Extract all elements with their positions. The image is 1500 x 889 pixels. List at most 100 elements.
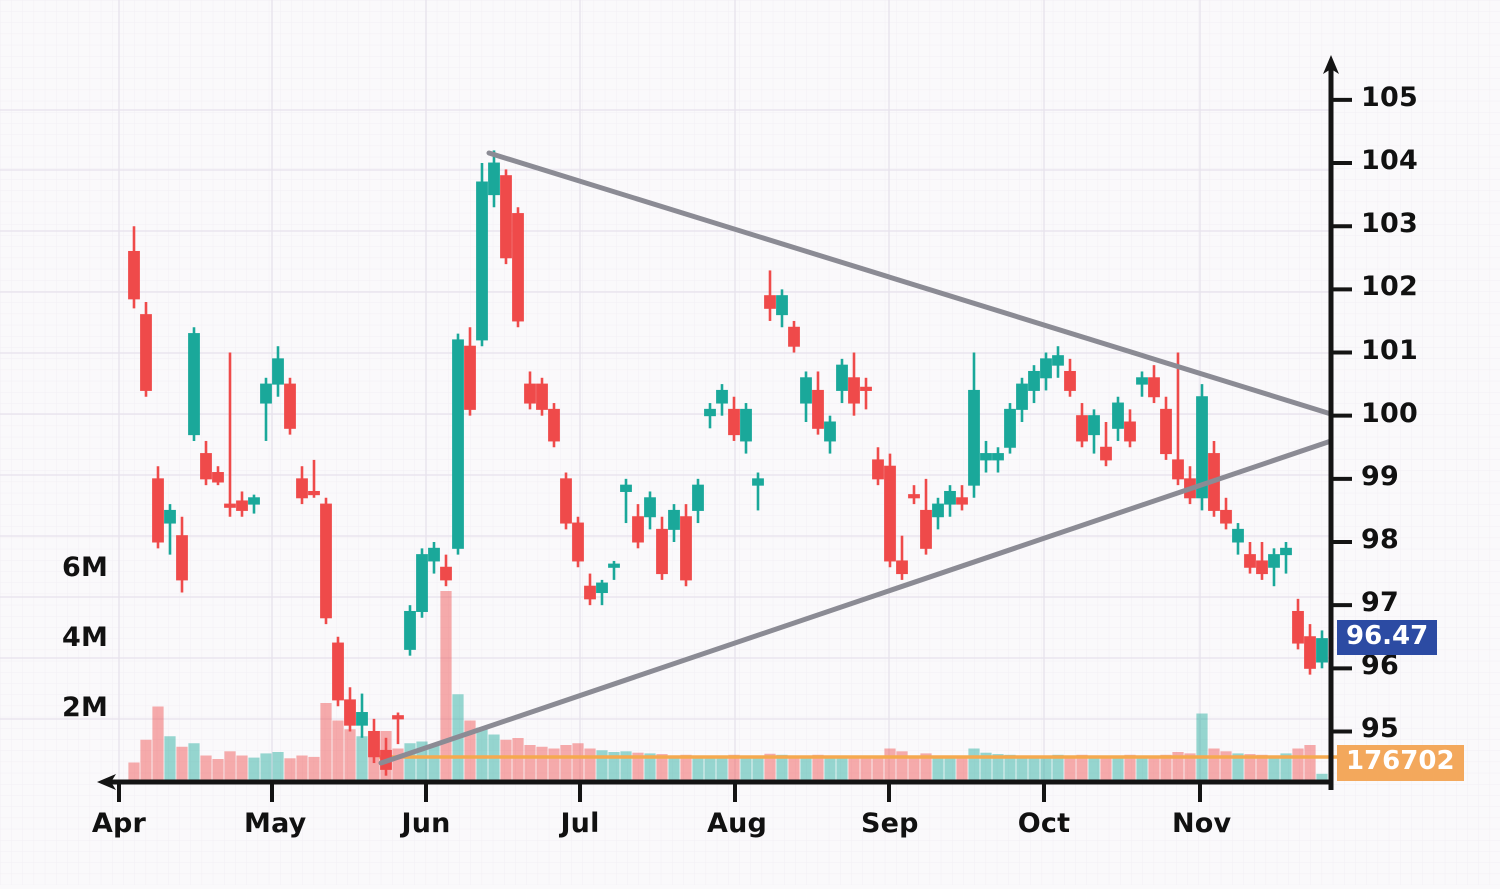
candle: [1052, 346, 1064, 378]
candle: [1220, 497, 1232, 530]
candle: [656, 516, 668, 580]
candle: [1100, 422, 1112, 467]
candle: [176, 516, 188, 593]
volume-bar: [332, 720, 344, 780]
volume-bar: [500, 739, 512, 780]
volume-bar: [944, 756, 956, 780]
price-tick-label: 99: [1361, 460, 1399, 492]
candle: [860, 377, 872, 410]
upper-trendline: [486, 150, 1334, 417]
volume-bar: [356, 736, 368, 780]
candle: [524, 371, 536, 410]
candle: [944, 485, 956, 517]
volume-bar: [1088, 755, 1100, 780]
volume-bar: [800, 755, 812, 780]
volume-bar: [968, 748, 980, 780]
candle-series: [128, 150, 1328, 776]
volume-bar: [416, 741, 428, 780]
candle: [776, 289, 788, 328]
price-tick-label: 97: [1361, 587, 1399, 619]
candle: [488, 150, 500, 208]
volume-bar: [824, 755, 836, 780]
volume-bar: [812, 754, 824, 780]
candle: [128, 226, 140, 309]
volume-bar: [236, 755, 248, 780]
volume-bar: [1184, 753, 1196, 780]
volume-bar: [440, 591, 452, 780]
volume-bar: [1256, 754, 1268, 780]
last-volume-badge[interactable]: 176702: [1337, 745, 1464, 781]
candle: [152, 466, 164, 549]
volume-bar: [152, 706, 164, 780]
trendline-group: [378, 150, 1334, 766]
volume-bar: [788, 755, 800, 780]
candle: [680, 504, 692, 587]
month-label: Apr: [91, 808, 147, 839]
volume-bar: [128, 762, 140, 780]
volume-bar: [1064, 755, 1076, 780]
month-label: May: [244, 808, 307, 839]
price-tick-label: 103: [1361, 208, 1418, 240]
volume-bar: [1136, 755, 1148, 780]
candle: [728, 396, 740, 441]
candle: [332, 636, 344, 707]
candle: [1244, 542, 1256, 574]
volume-bar: [1220, 751, 1232, 780]
candle: [968, 352, 980, 498]
volume-bar: [1292, 748, 1304, 780]
candle: [548, 403, 560, 448]
volume-bar: [512, 738, 524, 780]
month-label: Oct: [1017, 808, 1071, 839]
candle: [788, 320, 800, 353]
volume-bar: [1316, 773, 1328, 780]
volume-bar: [908, 755, 920, 780]
volume-bar: [164, 736, 176, 780]
volume-bar: [668, 755, 680, 780]
candle: [1016, 377, 1028, 422]
volume-bar: [284, 758, 296, 780]
candle: [464, 327, 476, 416]
candle: [668, 504, 680, 542]
candle: [716, 384, 728, 416]
candle: [1076, 403, 1088, 448]
candle: [1088, 409, 1100, 454]
candle: [344, 687, 356, 732]
volume-bar: [272, 752, 284, 780]
candle: [1268, 548, 1280, 587]
candle: [440, 554, 452, 587]
volume-bar: [860, 757, 872, 780]
candle: [500, 169, 512, 265]
candle: [956, 485, 968, 511]
volume-bar: [752, 755, 764, 780]
candle: [392, 712, 404, 745]
volume-bar: [1244, 754, 1256, 780]
candle: [1160, 396, 1172, 460]
volume-bar: [176, 746, 188, 780]
candle: [596, 579, 608, 606]
volume-bar: [1076, 754, 1088, 780]
candle: [428, 542, 440, 574]
candle: [1148, 365, 1160, 404]
volume-bar: [584, 748, 596, 780]
candle: [584, 573, 596, 606]
month-label: Sep: [861, 808, 919, 839]
candle: [260, 377, 272, 441]
volume-bar: [1124, 754, 1136, 780]
candle: [896, 535, 908, 580]
volume-bar: [524, 745, 536, 780]
candle: [824, 415, 836, 454]
candle: [272, 346, 284, 397]
candle: [1112, 396, 1124, 441]
volume-bar: [200, 755, 212, 780]
candle: [740, 403, 752, 454]
candle: [140, 302, 152, 397]
volume-bar: [1268, 755, 1280, 780]
candle: [848, 352, 860, 416]
candle: [1040, 352, 1052, 391]
last-price-badge[interactable]: 96.47: [1337, 619, 1438, 656]
volume-bar: [728, 754, 740, 780]
price-axis-arrow: [1323, 55, 1339, 74]
lower-trendline: [378, 438, 1334, 766]
price-tick-label: 101: [1361, 334, 1418, 366]
candle: [1136, 371, 1148, 397]
